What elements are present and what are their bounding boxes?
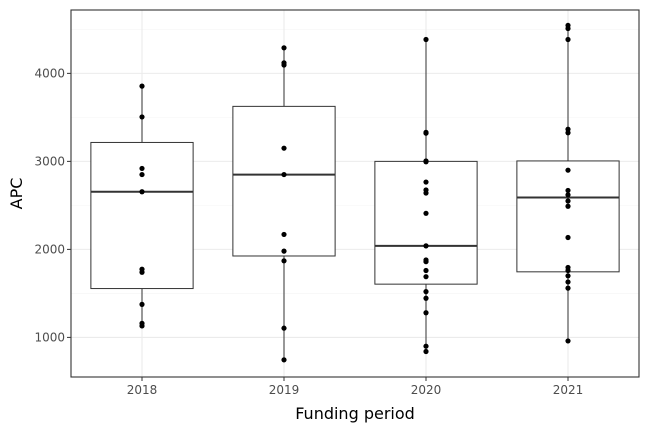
data-point bbox=[565, 267, 571, 274]
data-point bbox=[281, 258, 287, 264]
data-point bbox=[565, 167, 571, 173]
x-tick-label: 2019 bbox=[269, 383, 300, 397]
data-point bbox=[565, 234, 571, 241]
data-point bbox=[423, 159, 429, 165]
data-point bbox=[565, 338, 571, 344]
data-point bbox=[139, 323, 145, 329]
data-point bbox=[423, 259, 429, 265]
y-tick-label: 2000 bbox=[34, 242, 65, 256]
data-point bbox=[565, 36, 571, 43]
data-point bbox=[565, 273, 571, 279]
box-2019 bbox=[232, 47, 336, 360]
x-axis-title: Funding period bbox=[295, 404, 415, 423]
panel-border bbox=[70, 9, 640, 378]
data-point bbox=[423, 289, 429, 295]
data-points bbox=[139, 22, 571, 363]
data-point bbox=[139, 269, 145, 275]
data-point bbox=[423, 130, 429, 136]
data-point bbox=[281, 45, 287, 51]
data-point bbox=[423, 295, 429, 301]
data-point bbox=[423, 190, 429, 196]
data-point bbox=[139, 83, 145, 89]
data-point bbox=[281, 357, 287, 363]
y-axis-title: APC bbox=[7, 178, 26, 210]
y-axis-ticks: 1000 2000 3000 4000 bbox=[34, 66, 71, 344]
data-point bbox=[281, 231, 287, 238]
x-tick-label: 2018 bbox=[127, 383, 158, 397]
data-point bbox=[565, 198, 571, 204]
data-point bbox=[423, 267, 429, 274]
data-point bbox=[139, 189, 145, 195]
data-point bbox=[281, 171, 287, 178]
data-point bbox=[281, 325, 287, 331]
data-point bbox=[423, 179, 429, 185]
data-point bbox=[423, 310, 429, 316]
x-tick-label: 2020 bbox=[411, 383, 442, 397]
x-tick-label: 2021 bbox=[553, 383, 584, 397]
data-point bbox=[565, 285, 571, 291]
data-point bbox=[423, 36, 429, 43]
data-point bbox=[281, 248, 287, 254]
data-point bbox=[423, 274, 429, 280]
data-point bbox=[139, 301, 145, 307]
data-point bbox=[139, 165, 145, 172]
y-tick-label: 3000 bbox=[34, 154, 65, 168]
data-point bbox=[565, 25, 571, 32]
data-point bbox=[139, 171, 145, 178]
data-point bbox=[565, 279, 571, 285]
data-point bbox=[139, 114, 145, 120]
data-point bbox=[423, 343, 429, 349]
box-2021 bbox=[516, 25, 620, 341]
x-axis-ticks: 2018 2019 2020 2021 bbox=[127, 377, 584, 397]
y-tick-label: 4000 bbox=[34, 66, 65, 80]
data-point bbox=[565, 203, 571, 209]
y-tick-label: 1000 bbox=[34, 330, 65, 344]
data-point bbox=[565, 187, 571, 194]
box-iqr bbox=[516, 160, 620, 273]
data-point bbox=[423, 210, 429, 216]
data-point bbox=[281, 145, 287, 151]
box-iqr bbox=[232, 105, 336, 257]
data-point bbox=[423, 243, 429, 249]
data-point bbox=[565, 130, 571, 136]
data-point bbox=[423, 348, 429, 355]
data-point bbox=[565, 192, 571, 198]
data-point bbox=[281, 62, 287, 68]
